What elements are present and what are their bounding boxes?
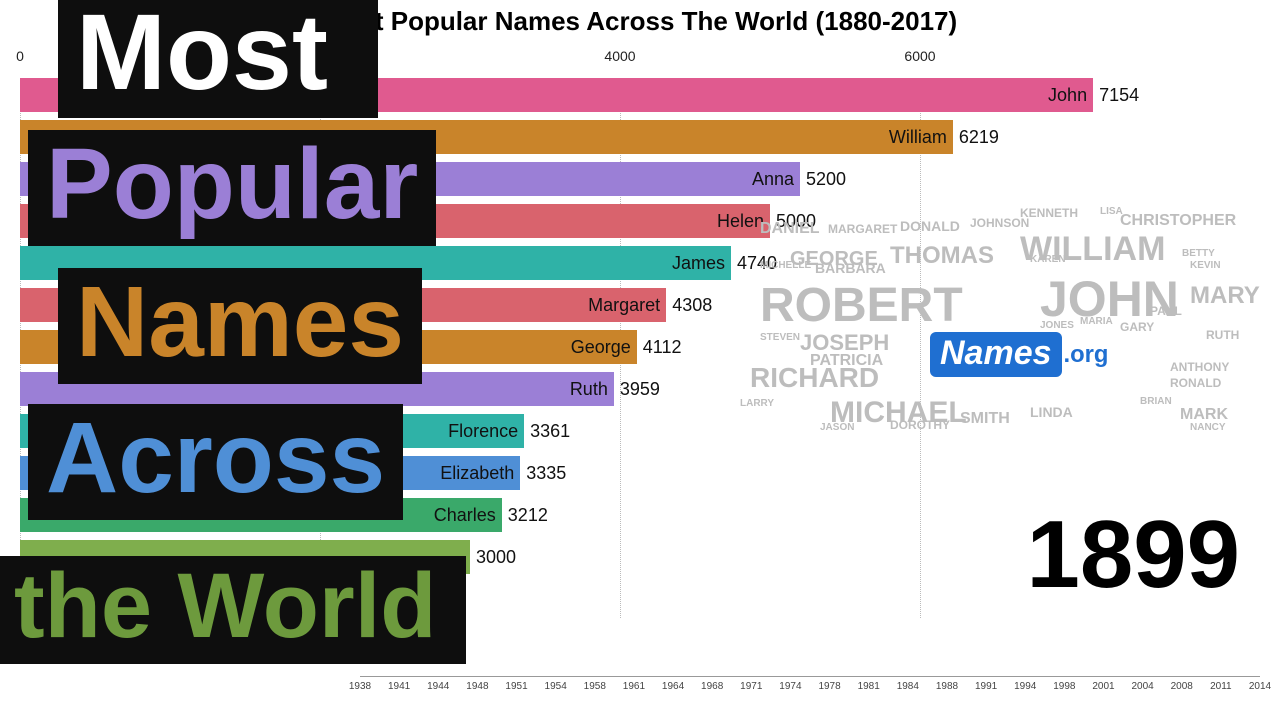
overlay-card: Names — [58, 268, 422, 384]
wordcloud-word: KEVIN — [1190, 260, 1221, 271]
wordcloud-word: JASON — [820, 422, 854, 433]
timeline-year: 1938 — [349, 681, 371, 692]
wordcloud-word: LISA — [1100, 206, 1123, 217]
timeline-year: 2008 — [1171, 681, 1193, 692]
wordcloud-word: NANCY — [1190, 422, 1226, 433]
timeline-year: 1984 — [897, 681, 919, 692]
wordcloud-word: CHRISTOPHER — [1120, 212, 1236, 230]
timeline-year: 1994 — [1014, 681, 1036, 692]
bar-value: 4308 — [666, 288, 712, 322]
wordcloud-word: GARY — [1120, 320, 1154, 334]
bar-value: 3000 — [470, 540, 516, 574]
bar-value: 6219 — [953, 120, 999, 154]
wordcloud-word: BARBARA — [815, 260, 886, 276]
timeline-year: 1968 — [701, 681, 723, 692]
wordcloud: ROBERTJOHNWILLIAMTHOMASGEORGEDANIELMARGA… — [720, 200, 1240, 430]
x-tick: 0 — [16, 48, 24, 64]
timeline-year: 1954 — [545, 681, 567, 692]
wordcloud-word: LINDA — [1030, 404, 1073, 420]
timeline-year: 1991 — [975, 681, 997, 692]
wordcloud-word: ANTHONY — [1170, 360, 1229, 374]
bar-value: 3959 — [614, 372, 660, 406]
timeline-year: 2011 — [1210, 681, 1232, 692]
year-indicator: 1899 — [1026, 500, 1240, 610]
timeline-year: 1998 — [1053, 681, 1075, 692]
wordcloud-word: PAUL — [1150, 304, 1182, 318]
wordcloud-word: MARIA — [1080, 316, 1113, 327]
timeline-axis: 1938194119441948195119541958196119641968… — [360, 676, 1260, 710]
names-org-logo: Names.org — [930, 332, 1108, 377]
timeline-year: 1958 — [584, 681, 606, 692]
overlay-card: Most — [58, 0, 378, 118]
wordcloud-word: KENNETH — [1020, 206, 1078, 220]
timeline-year: 1944 — [427, 681, 449, 692]
wordcloud-word: DOROTHY — [890, 418, 950, 432]
bar-value: 7154 — [1093, 78, 1139, 112]
timeline-year: 1961 — [623, 681, 645, 692]
bar-value: 3212 — [502, 498, 548, 532]
x-tick: 4000 — [604, 48, 635, 64]
timeline-year: 1964 — [662, 681, 684, 692]
overlay-card: Popular — [28, 130, 436, 246]
wordcloud-word: DANIEL — [760, 220, 820, 238]
overlay-card: Across — [28, 404, 403, 520]
overlay-card: the World — [0, 556, 466, 664]
wordcloud-word: SMITH — [960, 410, 1010, 428]
wordcloud-word: BRIAN — [1140, 396, 1172, 407]
wordcloud-word: DONALD — [900, 218, 960, 234]
bar-value: 3335 — [520, 456, 566, 490]
wordcloud-word: RUTH — [1206, 328, 1239, 342]
x-tick: 6000 — [904, 48, 935, 64]
timeline-year: 1978 — [818, 681, 840, 692]
timeline-year: 2014 — [1249, 681, 1271, 692]
wordcloud-word: MARY — [1190, 282, 1260, 310]
timeline-year: 1971 — [740, 681, 762, 692]
wordcloud-word: ROBERT — [760, 278, 963, 333]
bar-value: 5200 — [800, 162, 846, 196]
bar-value: 4112 — [637, 330, 682, 364]
wordcloud-word: BETTY — [1182, 248, 1215, 259]
timeline-year: 1981 — [858, 681, 880, 692]
timeline-year: 1988 — [936, 681, 958, 692]
timeline-year: 1941 — [388, 681, 410, 692]
wordcloud-word: MARGARET — [828, 222, 897, 236]
timeline-year: 2004 — [1131, 681, 1153, 692]
timeline-year: 1951 — [505, 681, 527, 692]
timeline-year: 2001 — [1092, 681, 1114, 692]
wordcloud-word: RICHARD — [750, 362, 879, 394]
wordcloud-word: MICHELLE — [760, 260, 811, 271]
bar-value: 3361 — [524, 414, 570, 448]
wordcloud-word: JONES — [1040, 320, 1074, 331]
wordcloud-word: LARRY — [740, 398, 774, 409]
timeline-year: 1948 — [466, 681, 488, 692]
wordcloud-word: RONALD — [1170, 376, 1221, 390]
wordcloud-word: THOMAS — [890, 242, 994, 270]
timeline-year: 1974 — [779, 681, 801, 692]
wordcloud-word: STEVEN — [760, 332, 800, 343]
wordcloud-word: KAREN — [1030, 254, 1066, 265]
